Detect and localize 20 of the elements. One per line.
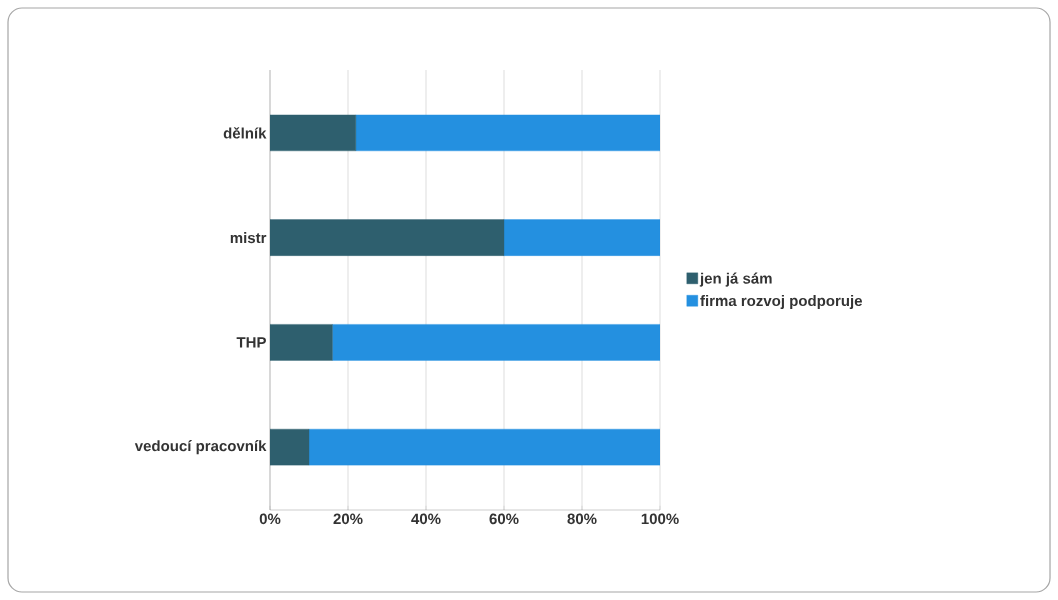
bar	[270, 219, 505, 256]
bar	[503, 219, 660, 256]
bar	[270, 324, 333, 361]
x-tick-label: 0%	[259, 513, 281, 525]
bar	[332, 324, 660, 361]
y-tick-label: vedoucí pracovník	[134, 440, 267, 455]
x-tick-label: 100%	[641, 513, 679, 525]
bar	[308, 428, 660, 466]
x-tick-label: 40%	[411, 513, 441, 525]
bar	[270, 428, 310, 466]
bar	[270, 114, 356, 152]
x-tick-label: 60%	[489, 513, 519, 525]
y-tick-label: THP	[236, 337, 266, 348]
x-tick-label: 80%	[567, 513, 597, 525]
y-tick-label: mistr	[230, 232, 267, 244]
bar	[355, 114, 660, 152]
legend-label: firma rozvoj podporuje	[700, 295, 862, 310]
x-tick-label: 20%	[333, 513, 363, 525]
y-tick-label: dělník	[223, 127, 267, 139]
legend-label: jen já sám	[699, 272, 772, 287]
